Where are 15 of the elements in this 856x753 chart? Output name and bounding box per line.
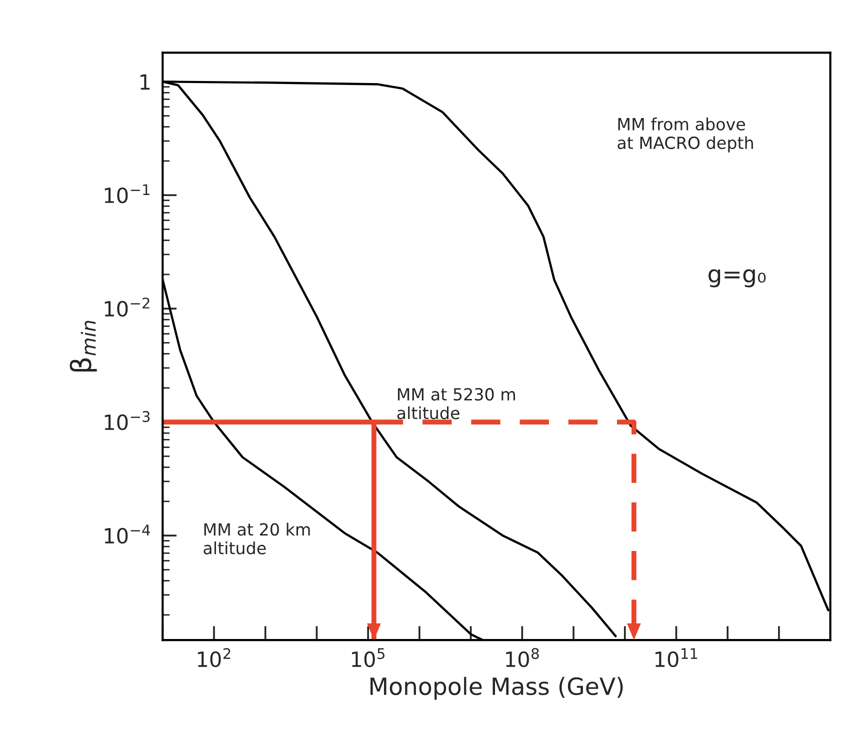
x-tick-label: 10$^{2}$ [198, 648, 230, 668]
x-tick-label: 10$^{8}$ [506, 648, 539, 668]
y-axis-title: β$_{min}$ [70, 320, 97, 372]
x-tick-label: 10$^{11}$ [656, 648, 698, 668]
y-tick-label: 10$^{−1}$ [104, 184, 150, 204]
annotation: g=g₀ [708, 269, 766, 288]
x-axis-title: Monopole Mass (GeV) [370, 676, 623, 700]
y-tick-label: 10$^{−4}$ [104, 524, 150, 544]
annotation: MM at 20 km altitude [204, 522, 310, 554]
annotation: MM at 5230 m altitude [397, 388, 515, 420]
y-tick-label: 10$^{−2}$ [104, 298, 150, 317]
annotation: MM from above at MACRO depth [618, 118, 753, 152]
y-tick-label: 1 [140, 74, 150, 90]
x-tick-label: 10$^{5}$ [352, 648, 384, 668]
y-tick-label: 10$^{−3}$ [104, 411, 150, 430]
